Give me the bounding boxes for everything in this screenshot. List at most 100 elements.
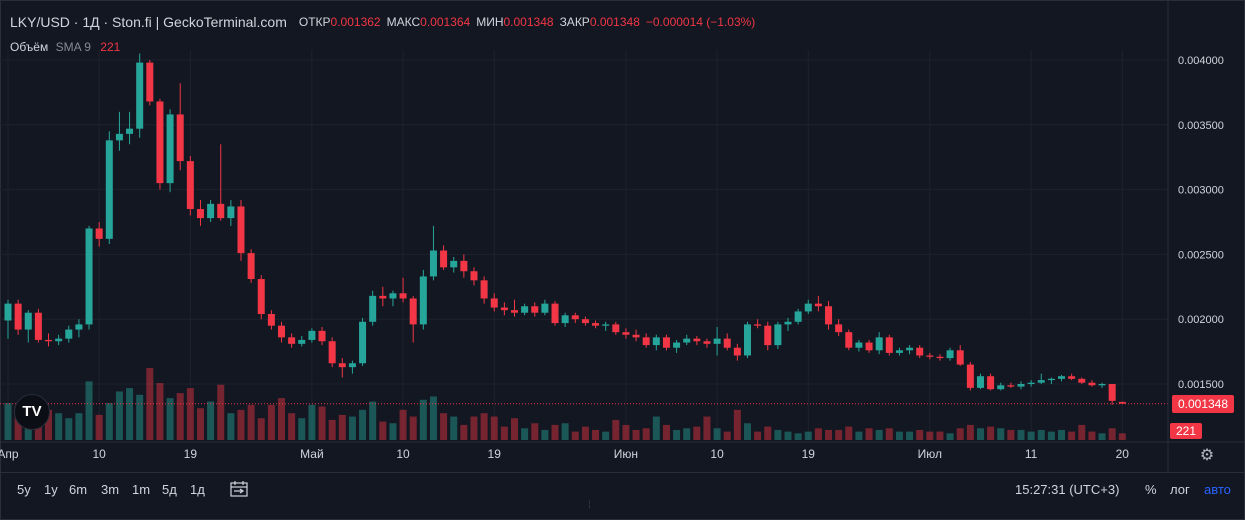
candle-body — [845, 332, 853, 348]
volume-bar — [703, 416, 711, 440]
candle — [338, 358, 346, 378]
candle — [662, 334, 670, 351]
candle-body — [480, 280, 488, 299]
log-toggle[interactable]: лог — [1170, 482, 1190, 497]
candle — [581, 316, 589, 326]
x-tick-label: 19 — [488, 447, 502, 461]
percent-toggle[interactable]: % — [1145, 482, 1157, 497]
volume-bar — [997, 428, 1005, 440]
close-label: ЗАКР — [559, 15, 590, 29]
timeframe-1m[interactable]: 1m — [132, 482, 151, 497]
volume-bar — [4, 403, 12, 440]
candle-body — [1047, 378, 1055, 381]
x-tick-label: 10 — [396, 447, 410, 461]
timeframe-3m[interactable]: 3m — [101, 482, 120, 497]
x-tick-label: 19 — [802, 447, 816, 461]
volume-bar — [825, 429, 833, 440]
price-chart[interactable]: 0.004000 0.003500 0.003000 0.002500 0.002000… — [0, 0, 1245, 472]
y-tick-label: 0.002500 — [1178, 249, 1224, 261]
calendar-range-icon[interactable] — [229, 480, 249, 498]
volume-bar — [298, 418, 306, 440]
volume-bar — [632, 429, 640, 440]
candle — [95, 222, 103, 247]
candle-body — [359, 321, 367, 364]
candle — [916, 345, 924, 359]
candle-body — [987, 376, 995, 390]
last-volume-tag: 221 — [1170, 423, 1202, 440]
timeframe-1d[interactable]: 1д — [190, 482, 205, 497]
candle — [1017, 381, 1025, 390]
volume-bar — [733, 409, 741, 440]
volume-bar — [45, 409, 53, 440]
candle — [267, 310, 275, 330]
candle — [561, 312, 569, 327]
candle-body — [318, 330, 326, 342]
candle — [602, 321, 610, 331]
volume-bar — [156, 383, 164, 440]
candle-body — [1007, 385, 1015, 387]
tradingview-logo-icon[interactable]: TV — [14, 394, 50, 430]
candle-body — [602, 324, 610, 326]
candle — [774, 321, 782, 350]
volume-bar — [1007, 429, 1015, 440]
price-axis[interactable]: 0.004000 0.003500 0.003000 0.002500 0.002000… — [1167, 0, 1224, 472]
volume-bar — [865, 428, 873, 440]
candle — [531, 302, 539, 317]
candle-body — [237, 206, 245, 254]
candle — [34, 308, 42, 343]
volume-bar — [95, 414, 103, 440]
volume-bar — [835, 429, 843, 440]
candle-body — [217, 203, 225, 219]
candle-body — [247, 253, 255, 280]
candle-body — [308, 330, 316, 340]
candle-body — [369, 295, 377, 322]
candle — [713, 326, 721, 356]
volume-legend[interactable]: Объём SMA 9 221 — [10, 40, 120, 54]
volume-bar — [662, 424, 670, 440]
symbol-title[interactable]: LKY/USD · 1Д · Ston.fi | GeckoTerminal.c… — [10, 14, 287, 30]
auto-toggle[interactable]: авто — [1204, 482, 1231, 497]
gear-icon[interactable]: ⚙ — [1199, 447, 1215, 464]
volume-bar — [308, 404, 316, 440]
timeframe-1y[interactable]: 1y — [44, 482, 58, 497]
candle-body — [419, 276, 427, 325]
candle-body — [14, 303, 22, 330]
candle — [551, 301, 559, 326]
clock-timezone[interactable]: 15:27:31 (UTC+3) — [1015, 482, 1120, 497]
candle — [673, 339, 681, 353]
volume-bar — [521, 428, 529, 440]
timeframe-6m[interactable]: 6m — [69, 482, 88, 497]
volume-bar — [490, 416, 498, 440]
y-tick-label: 0.003500 — [1178, 120, 1224, 132]
candle-body — [1118, 401, 1126, 404]
candle — [65, 325, 73, 343]
candle — [814, 295, 822, 312]
candle — [1068, 373, 1076, 381]
candle — [450, 256, 458, 273]
volume-bar — [946, 433, 954, 440]
candles — [4, 53, 1126, 405]
candle-body — [126, 128, 134, 134]
time-axis[interactable]: Апр 10 19 Май 10 19 Июн 10 19 Июл 11 20 — [0, 441, 1245, 461]
volume-bar — [217, 384, 225, 440]
resize-handle-icon[interactable]: ⁞ — [588, 500, 591, 511]
volume-bar — [1058, 429, 1066, 440]
candle — [146, 60, 154, 106]
candle-body — [916, 347, 924, 356]
candle-body — [723, 338, 731, 348]
candle — [703, 338, 711, 348]
candle-body — [835, 324, 843, 333]
candle — [1047, 377, 1055, 384]
candle — [784, 317, 792, 331]
volume-bar — [55, 413, 63, 440]
grid — [0, 50, 1168, 440]
candle — [885, 334, 893, 356]
candle-body — [1027, 382, 1035, 384]
candle — [237, 199, 245, 261]
candle-body — [1058, 376, 1066, 379]
candle — [105, 131, 113, 245]
candle-body — [278, 325, 286, 338]
candle-body — [885, 337, 893, 353]
timeframe-5d[interactable]: 5д — [162, 482, 177, 497]
timeframe-5y[interactable]: 5y — [17, 482, 31, 497]
